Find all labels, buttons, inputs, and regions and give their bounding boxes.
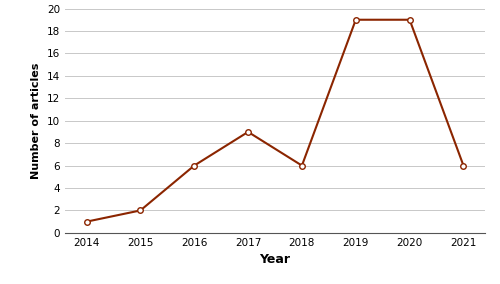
Y-axis label: Number of articles: Number of articles (32, 62, 42, 179)
X-axis label: Year: Year (260, 253, 290, 266)
